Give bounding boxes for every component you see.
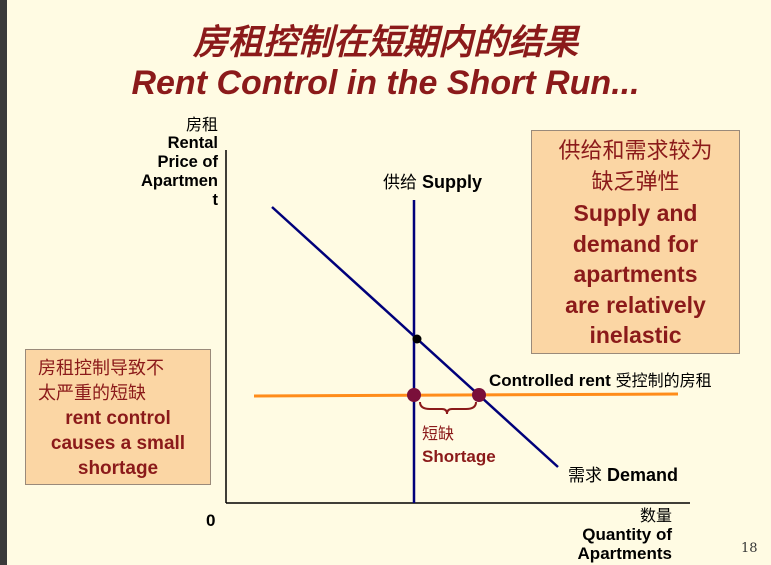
y-axis-label-line: Apartmen bbox=[140, 172, 218, 190]
x-axis-label-line: Quantity of bbox=[582, 525, 672, 544]
slide-title-english: Rent Control in the Short Run... bbox=[131, 64, 640, 102]
small-shortage-note-cn-line: 房租控制导致不 bbox=[38, 358, 164, 379]
x-axis-label-cn: 数量 bbox=[639, 506, 672, 525]
y-axis-label-line: t bbox=[212, 191, 219, 209]
small-shortage-note-en-line: rent control bbox=[65, 408, 171, 429]
shortage-label-en: Shortage bbox=[422, 447, 496, 466]
elasticity-note-en-line: Supply and bbox=[573, 200, 698, 226]
small-shortage-note-en-line: shortage bbox=[77, 458, 159, 479]
elasticity-note-box: 供给和需求较为 缺乏弹性 Supply and demand for apart… bbox=[531, 130, 740, 354]
page-number: 18 bbox=[741, 541, 758, 556]
origin-label: 0 bbox=[206, 511, 216, 530]
slide-title-chinese: 房租控制在短期内的结果 bbox=[192, 23, 578, 63]
controlled-rent-line bbox=[253, 392, 679, 398]
quantity-demanded-point bbox=[472, 388, 486, 402]
equilibrium-point bbox=[412, 334, 422, 344]
shortage-brace bbox=[419, 401, 477, 415]
controlled-rent-label-en: Controlled rent bbox=[489, 371, 611, 390]
supply-label-cn: 供给 bbox=[383, 173, 417, 193]
demand-label: 需求 Demand bbox=[568, 461, 678, 486]
demand-label-cn: 需求 bbox=[568, 466, 602, 486]
elasticity-note-en-line: inelastic bbox=[589, 322, 682, 348]
quantity-supplied-point bbox=[407, 388, 421, 402]
y-axis-label-line: Rental bbox=[167, 134, 218, 152]
slide-edge-strip bbox=[0, 0, 7, 565]
elasticity-note-en-line: are relatively bbox=[565, 291, 706, 318]
supply-label-en: Supply bbox=[422, 172, 483, 192]
x-axis-label: 数量 Quantity of Apartments bbox=[540, 506, 672, 563]
x-axis-label-line: Apartments bbox=[577, 544, 672, 563]
demand-label-en: Demand bbox=[607, 465, 679, 485]
shortage-label-cn: 短缺 bbox=[422, 424, 455, 443]
small-shortage-note-cn-line: 太严重的短缺 bbox=[38, 383, 146, 404]
shortage-label: 短缺 Shortage bbox=[422, 422, 496, 468]
controlled-rent-label: Controlled rent 受控制的房租 bbox=[489, 367, 712, 391]
small-shortage-note-en-line: causes a small bbox=[50, 433, 186, 454]
y-axis-label-cn: 房租 bbox=[185, 115, 218, 134]
elasticity-note-cn-line: 供给和需求较为 bbox=[558, 139, 713, 164]
elasticity-note-cn-line: 缺乏弹性 bbox=[591, 169, 680, 195]
supply-label: 供给 Supply bbox=[383, 168, 482, 193]
controlled-rent-label-cn: 受控制的房租 bbox=[615, 371, 712, 390]
elasticity-note-en-line: apartments bbox=[573, 261, 698, 287]
y-axis-label: 房租 Rental Price of Apartmen t bbox=[100, 115, 218, 210]
y-axis-label-line: Price of bbox=[157, 153, 218, 171]
elasticity-note-en-line: demand for bbox=[572, 230, 699, 257]
small-shortage-note-box: 房租控制导致不 太严重的短缺 rent control causes a sma… bbox=[25, 349, 211, 485]
